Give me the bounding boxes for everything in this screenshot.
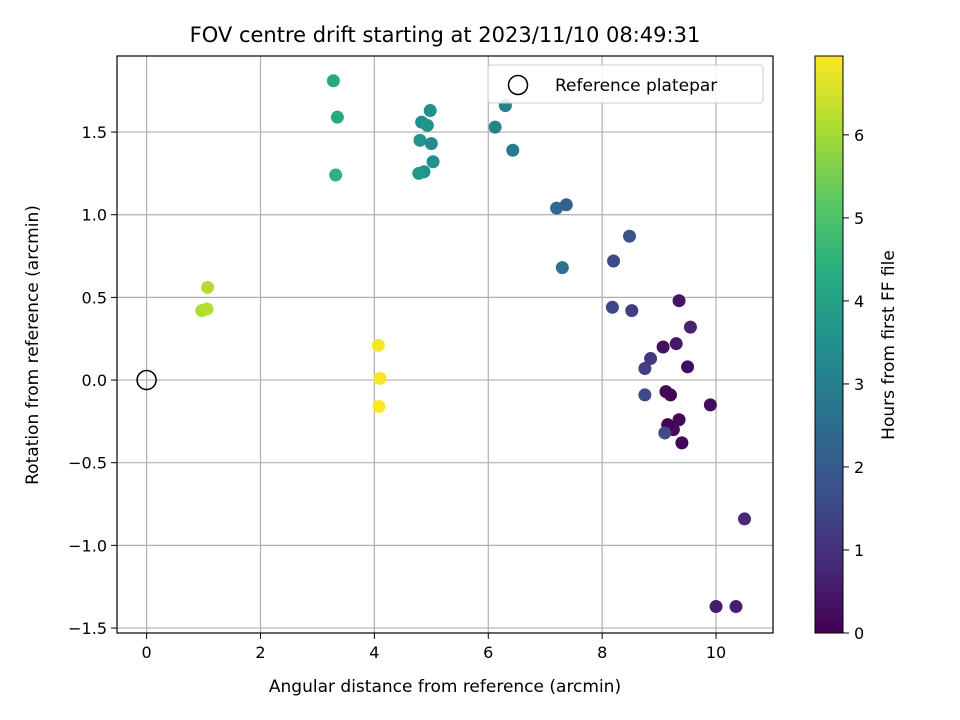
data-point — [201, 280, 215, 294]
data-point — [729, 600, 743, 614]
legend-entry-reference-platepar: Reference platepar — [555, 76, 717, 96]
y-tick-label: 0.5 — [82, 288, 107, 307]
x-axis-ticks: 0 2 4 6 8 10 — [142, 633, 726, 662]
data-point — [656, 340, 670, 354]
colorbar-tick-label: 2 — [854, 458, 864, 477]
data-point — [703, 398, 717, 412]
data-point — [329, 168, 343, 182]
data-point — [506, 143, 520, 157]
data-point — [488, 120, 502, 134]
data-point — [371, 338, 385, 352]
data-point — [638, 361, 652, 375]
data-point — [607, 254, 621, 268]
x-tick-label: 4 — [369, 643, 379, 662]
data-point — [373, 371, 387, 385]
colorbar-tick-label: 5 — [854, 209, 864, 228]
reference-marker-group — [136, 369, 157, 391]
colorbar-tick-label: 4 — [854, 292, 864, 311]
data-point — [675, 436, 689, 450]
y-axis-ticks: −1.5 −1.0 −0.5 0.0 0.5 1.0 1.5 — [68, 123, 117, 638]
colorbar-tick-label: 1 — [854, 541, 864, 560]
data-point — [200, 302, 214, 316]
data-point — [372, 399, 386, 413]
data-point — [625, 304, 639, 318]
data-point — [423, 104, 437, 118]
legend-box — [487, 64, 764, 104]
plot-frame — [116, 55, 774, 634]
data-point — [658, 426, 672, 440]
data-point — [412, 166, 426, 180]
y-tick-label: 1.5 — [82, 123, 107, 142]
colorbar: 0 1 2 3 4 5 6 Hours from first FF file — [814, 55, 899, 643]
data-point — [669, 337, 683, 351]
reference-platepar-marker — [136, 369, 157, 391]
x-axis-label: Angular distance from reference (arcmin) — [269, 677, 621, 697]
data-point — [644, 352, 658, 366]
x-tick-label: 0 — [142, 643, 152, 662]
data-point — [638, 388, 652, 402]
y-axis-label: Rotation from reference (arcmin) — [23, 205, 43, 485]
x-tick-label: 10 — [706, 643, 726, 662]
y-tick-label: −1.0 — [68, 536, 107, 555]
colorbar-tick-label: 3 — [854, 375, 864, 394]
legend: Reference platepar — [487, 64, 764, 104]
colorbar-ticks: 0 1 2 3 4 5 6 — [843, 126, 864, 643]
chart-title: FOV centre drift starting at 2023/11/10 … — [190, 23, 701, 47]
legend-reference-marker — [507, 74, 529, 96]
data-point — [623, 229, 636, 243]
y-tick-label: −0.5 — [68, 454, 107, 473]
data-point — [413, 133, 427, 147]
x-tick-label: 2 — [255, 643, 265, 662]
data-point — [672, 294, 686, 308]
colorbar-tick-label: 0 — [854, 624, 864, 643]
y-tick-label: 1.0 — [82, 206, 107, 225]
data-points — [195, 74, 752, 614]
colorbar-tick-label: 6 — [854, 126, 864, 145]
y-tick-label: −1.5 — [68, 619, 107, 638]
data-point — [559, 198, 573, 212]
data-point — [738, 512, 752, 526]
data-point — [683, 320, 697, 334]
colorbar-label: Hours from first FF file — [879, 250, 899, 440]
data-point — [420, 118, 434, 132]
data-point — [659, 385, 673, 399]
grid-lines — [117, 56, 773, 633]
data-point — [424, 137, 438, 151]
y-tick-label: 0.0 — [82, 371, 107, 390]
colorbar-gradient — [814, 55, 844, 634]
data-point — [681, 360, 695, 374]
x-tick-label: 8 — [597, 643, 607, 662]
x-tick-label: 6 — [483, 643, 493, 662]
data-point — [326, 74, 340, 88]
data-point — [709, 600, 723, 614]
data-point — [555, 261, 569, 275]
data-point — [672, 413, 686, 427]
data-point — [605, 300, 619, 314]
data-point — [426, 155, 440, 169]
data-point — [330, 110, 344, 124]
